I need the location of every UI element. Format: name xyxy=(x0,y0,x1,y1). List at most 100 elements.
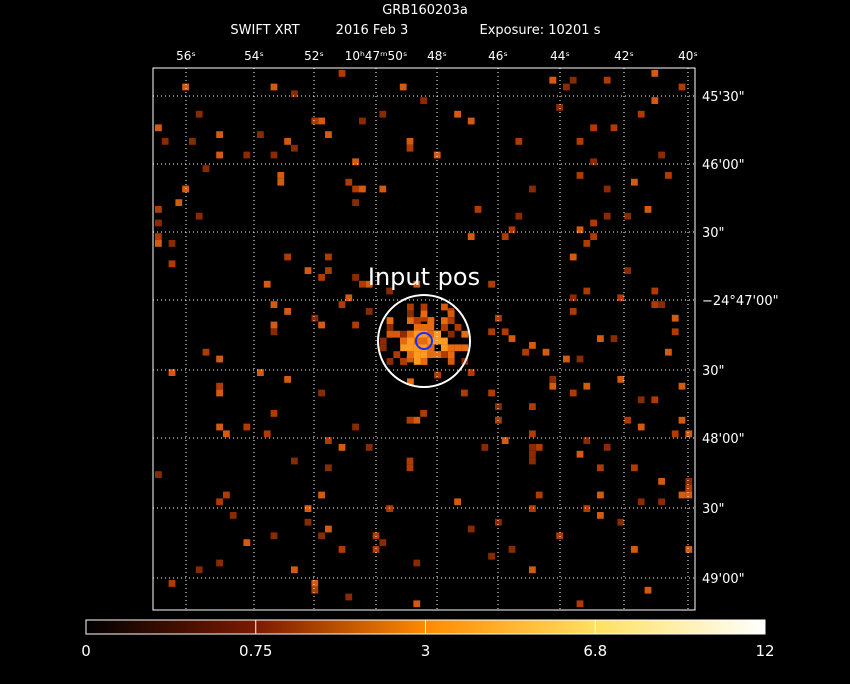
pixel xyxy=(508,335,516,342)
pixel xyxy=(529,505,536,512)
pixel xyxy=(603,76,611,84)
pixel xyxy=(284,138,291,145)
pixel xyxy=(291,566,298,574)
pixel xyxy=(467,233,475,240)
pixel xyxy=(399,83,407,91)
colorbar-label: 0.75 xyxy=(239,642,272,660)
pixel xyxy=(590,233,597,240)
pixel xyxy=(610,124,618,132)
pixel xyxy=(529,444,536,451)
pixel xyxy=(379,344,387,352)
pixel xyxy=(345,178,353,186)
pixel xyxy=(407,344,414,352)
pixel xyxy=(441,344,448,352)
pixel xyxy=(583,437,591,444)
pixel xyxy=(168,580,176,587)
pixel xyxy=(542,348,550,356)
pixel xyxy=(631,464,638,472)
pixel xyxy=(501,437,509,444)
pixel xyxy=(168,369,176,376)
x-axis-label: 56ˢ xyxy=(176,49,196,63)
x-axis-label: 40ˢ xyxy=(678,49,698,63)
pixel xyxy=(549,382,557,390)
pixel xyxy=(495,518,502,526)
pixel xyxy=(624,416,631,424)
pixel xyxy=(406,144,414,152)
pixel xyxy=(304,505,312,512)
pixel xyxy=(243,423,251,431)
pixel xyxy=(352,185,359,193)
pixel xyxy=(202,165,210,172)
pixel xyxy=(441,317,448,324)
pixel xyxy=(433,151,441,159)
pixel xyxy=(597,512,604,519)
pixel xyxy=(216,559,223,567)
pixel xyxy=(576,355,584,363)
pixel xyxy=(447,310,455,318)
pixel xyxy=(441,324,448,331)
pixel xyxy=(291,144,298,152)
pixel xyxy=(406,138,414,145)
pixel xyxy=(189,138,196,145)
pixel xyxy=(678,416,686,424)
pixel xyxy=(631,546,638,553)
pixel xyxy=(223,491,230,499)
pixel xyxy=(420,344,428,352)
pixel xyxy=(583,382,591,390)
pixel xyxy=(515,212,523,220)
pixel xyxy=(563,355,570,363)
pixel xyxy=(658,498,665,506)
pixel xyxy=(617,518,625,526)
pixel xyxy=(461,389,468,397)
pixel xyxy=(407,337,414,345)
pixel xyxy=(427,344,435,352)
pixel xyxy=(685,491,693,499)
pixel xyxy=(603,212,611,220)
pixel xyxy=(407,351,414,358)
pixel xyxy=(325,437,332,444)
pixel xyxy=(658,151,665,159)
pixel xyxy=(576,172,584,179)
pixel xyxy=(216,423,223,431)
pixel xyxy=(447,344,455,352)
pixel xyxy=(379,185,387,193)
pixel xyxy=(359,117,366,125)
y-axis-label: 49'00" xyxy=(702,572,745,587)
pixel xyxy=(651,301,659,308)
y-axis-label: 48'00" xyxy=(702,432,745,447)
pixel xyxy=(393,351,401,358)
pixel xyxy=(216,498,223,506)
pixel xyxy=(270,328,278,336)
pixel xyxy=(195,212,203,220)
pixel xyxy=(413,344,421,352)
pixel xyxy=(413,358,421,365)
pixel xyxy=(461,330,469,338)
pixel xyxy=(454,344,462,352)
pixel xyxy=(155,233,162,240)
pixel xyxy=(270,83,278,91)
pixel xyxy=(583,505,591,512)
pixel xyxy=(420,410,427,417)
pixel xyxy=(257,369,264,376)
image-frame xyxy=(152,67,696,611)
pixel xyxy=(229,512,237,519)
pixel xyxy=(304,267,312,274)
pixel xyxy=(413,324,421,331)
pixel xyxy=(155,206,162,213)
pixel xyxy=(325,131,332,138)
pixel xyxy=(576,450,584,458)
pixel xyxy=(155,219,162,227)
colorbar-label: 0 xyxy=(81,642,91,660)
pixel xyxy=(413,600,421,608)
pixel xyxy=(590,219,597,227)
pixel xyxy=(352,158,359,166)
pixel xyxy=(603,185,611,193)
pixel xyxy=(658,301,665,308)
pixel xyxy=(168,260,176,268)
pixel xyxy=(454,324,462,331)
pixel xyxy=(671,314,679,322)
pixel xyxy=(359,280,366,288)
pixel xyxy=(365,308,373,315)
pixel xyxy=(311,314,319,322)
pixel xyxy=(590,158,597,166)
